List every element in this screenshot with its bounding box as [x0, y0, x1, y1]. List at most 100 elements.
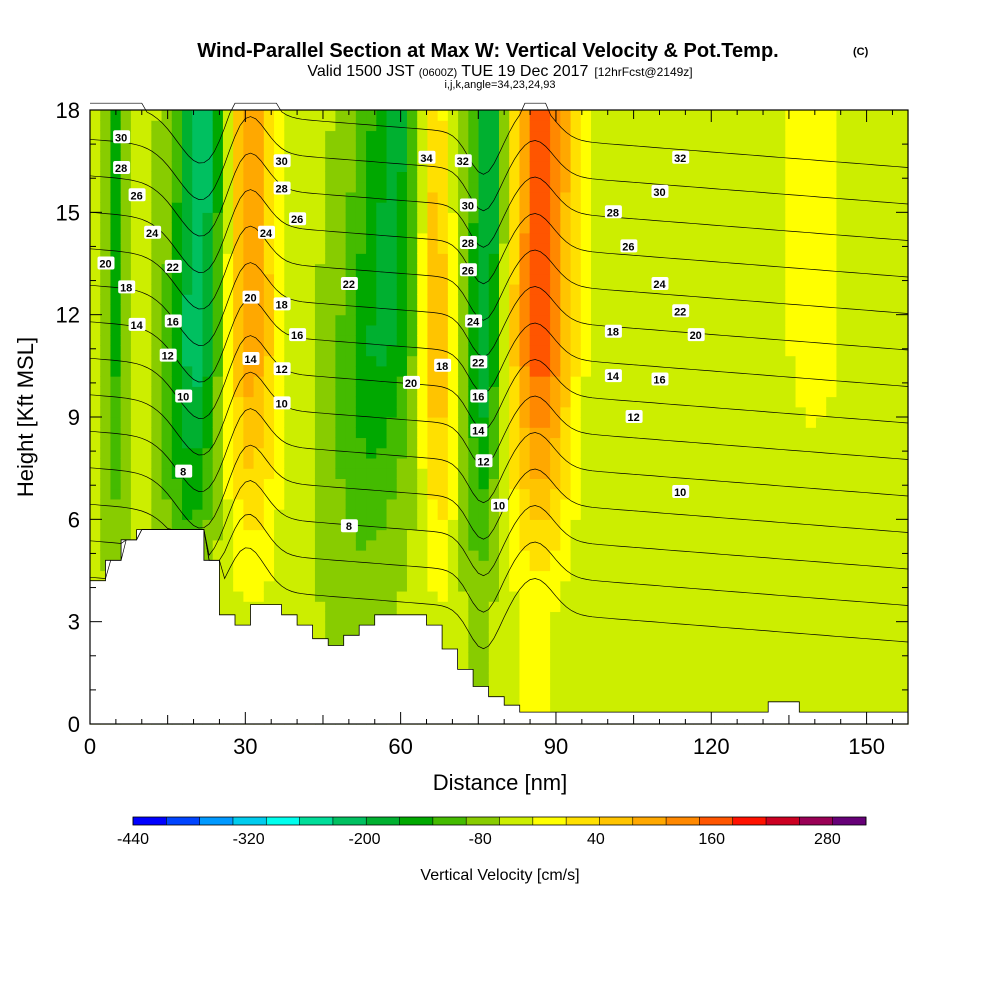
- velocity-cell: [570, 590, 582, 602]
- velocity-cell: [335, 478, 347, 490]
- velocity-cell: [120, 365, 132, 377]
- velocity-cell: [713, 529, 725, 541]
- velocity-cell: [570, 110, 582, 121]
- velocity-cell: [468, 631, 480, 643]
- velocity-cell: [233, 601, 244, 613]
- velocity-cell: [345, 324, 357, 336]
- velocity-cell: [591, 232, 602, 244]
- velocity-cell: [151, 314, 163, 326]
- velocity-cell: [652, 212, 664, 224]
- velocity-cell: [744, 140, 756, 152]
- velocity-cell: [754, 396, 766, 408]
- velocity-cell: [335, 427, 347, 439]
- velocity-cell: [744, 294, 756, 306]
- velocity-cell: [662, 580, 674, 592]
- velocity-cell: [775, 191, 786, 203]
- velocity-cell: [672, 273, 684, 285]
- velocity-cell: [580, 253, 592, 265]
- velocity-cell: [376, 601, 388, 613]
- velocity-cell: [417, 519, 429, 531]
- velocity-cell: [366, 365, 377, 377]
- contour-label-text: 12: [627, 412, 639, 424]
- velocity-cell: [386, 488, 398, 500]
- velocity-cell: [417, 253, 429, 265]
- velocity-cell: [427, 560, 439, 572]
- velocity-cell: [887, 181, 899, 193]
- velocity-cell: [304, 447, 316, 459]
- velocity-cell: [212, 498, 224, 510]
- velocity-cell: [611, 519, 623, 531]
- velocity-cell: [314, 498, 326, 510]
- velocity-cell: [846, 232, 858, 244]
- velocity-cell: [458, 406, 469, 418]
- velocity-cell: [345, 376, 357, 387]
- velocity-cell: [836, 150, 848, 162]
- velocity-cell: [263, 417, 275, 428]
- velocity-cell: [887, 335, 899, 346]
- contour-label-text: 34: [420, 153, 433, 165]
- velocity-cell: [447, 171, 459, 183]
- velocity-cell: [591, 171, 602, 183]
- velocity-cell: [386, 457, 398, 469]
- velocity-cell: [693, 478, 705, 490]
- velocity-cell: [570, 376, 582, 387]
- velocity-cell: [836, 222, 848, 234]
- velocity-cell: [856, 212, 868, 224]
- velocity-cell: [437, 324, 449, 336]
- velocity-cell: [693, 693, 705, 705]
- velocity-cell: [836, 335, 848, 346]
- velocity-cell: [662, 120, 674, 132]
- velocity-cell: [621, 396, 633, 408]
- velocity-cell: [233, 519, 244, 531]
- velocity-cell: [775, 120, 786, 132]
- velocity-cell: [713, 642, 725, 653]
- velocity-cell: [499, 110, 510, 121]
- velocity-cell: [406, 202, 418, 213]
- velocity-cell: [662, 447, 674, 459]
- velocity-cell: [611, 468, 623, 479]
- velocity-cell: [519, 652, 531, 664]
- velocity-cell: [294, 376, 306, 387]
- velocity-cell: [764, 580, 776, 592]
- velocity-cell: [539, 406, 551, 418]
- velocity-cell: [263, 488, 275, 500]
- velocity-cell: [815, 693, 827, 705]
- velocity-cell: [631, 703, 643, 715]
- velocity-cell: [100, 457, 112, 469]
- velocity-cell: [785, 519, 797, 531]
- velocity-cell: [468, 447, 480, 459]
- velocity-cell: [897, 386, 909, 398]
- velocity-cell: [376, 437, 388, 449]
- velocity-cell: [723, 662, 735, 674]
- velocity-cell: [171, 120, 183, 132]
- velocity-cell: [478, 345, 490, 357]
- velocity-cell: [631, 396, 643, 408]
- velocity-cell: [754, 283, 766, 295]
- velocity-cell: [417, 171, 429, 183]
- velocity-cell: [683, 631, 694, 643]
- velocity-cell: [683, 365, 694, 377]
- velocity-cell: [570, 652, 582, 664]
- velocity-cell: [539, 232, 551, 244]
- velocity-cell: [447, 130, 459, 142]
- velocity-cell: [488, 539, 500, 551]
- velocity-cell: [621, 488, 633, 500]
- velocity-cell: [580, 222, 592, 234]
- velocity-cell: [182, 120, 193, 132]
- velocity-cell: [672, 498, 684, 510]
- velocity-cell: [90, 253, 101, 265]
- velocity-cell: [161, 376, 173, 387]
- velocity-cell: [529, 314, 541, 326]
- velocity-cell: [550, 140, 561, 152]
- velocity-cell: [130, 519, 142, 531]
- velocity-cell: [887, 478, 899, 490]
- velocity-cell: [867, 437, 878, 449]
- velocity-cell: [171, 519, 183, 531]
- velocity-cell: [376, 590, 388, 602]
- velocity-cell: [785, 406, 797, 418]
- velocity-cell: [539, 662, 551, 674]
- velocity-cell: [468, 212, 480, 224]
- velocity-cell: [703, 202, 715, 213]
- contour-label-text: 14: [244, 354, 257, 366]
- velocity-cell: [611, 345, 623, 357]
